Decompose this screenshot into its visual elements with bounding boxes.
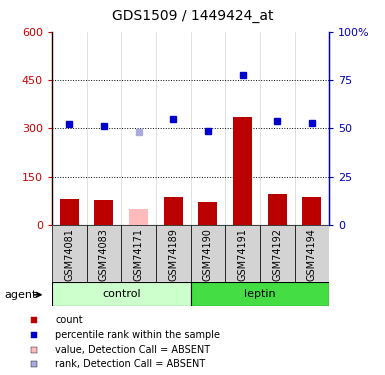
Text: control: control — [102, 289, 141, 299]
Text: rank, Detection Call = ABSENT: rank, Detection Call = ABSENT — [55, 359, 206, 369]
Bar — [121, 225, 156, 283]
Bar — [60, 199, 79, 225]
Bar — [233, 117, 252, 225]
Bar — [191, 282, 329, 306]
Bar — [302, 196, 321, 225]
Text: GSM74191: GSM74191 — [238, 228, 248, 281]
Bar — [164, 196, 183, 225]
Bar — [87, 225, 121, 283]
Text: GSM74083: GSM74083 — [99, 228, 109, 281]
Text: agent: agent — [5, 290, 37, 300]
Text: GDS1509 / 1449424_at: GDS1509 / 1449424_at — [112, 9, 273, 23]
Bar — [268, 194, 287, 225]
Bar — [225, 225, 260, 283]
Text: percentile rank within the sample: percentile rank within the sample — [55, 330, 221, 340]
Bar — [260, 225, 295, 283]
Text: GSM74171: GSM74171 — [134, 228, 144, 281]
Bar — [94, 200, 114, 225]
Text: GSM74189: GSM74189 — [168, 228, 178, 281]
Text: GSM74190: GSM74190 — [203, 228, 213, 281]
Text: GSM74081: GSM74081 — [64, 228, 74, 281]
Bar — [52, 282, 191, 306]
Bar — [295, 225, 329, 283]
Bar — [156, 225, 191, 283]
Bar — [52, 225, 87, 283]
Text: leptin: leptin — [244, 289, 276, 299]
Text: GSM74194: GSM74194 — [307, 228, 317, 281]
Text: GSM74192: GSM74192 — [272, 228, 282, 281]
Text: value, Detection Call = ABSENT: value, Detection Call = ABSENT — [55, 345, 211, 355]
Text: count: count — [55, 315, 83, 325]
Bar — [191, 225, 225, 283]
Bar — [129, 209, 148, 225]
Bar — [198, 202, 218, 225]
